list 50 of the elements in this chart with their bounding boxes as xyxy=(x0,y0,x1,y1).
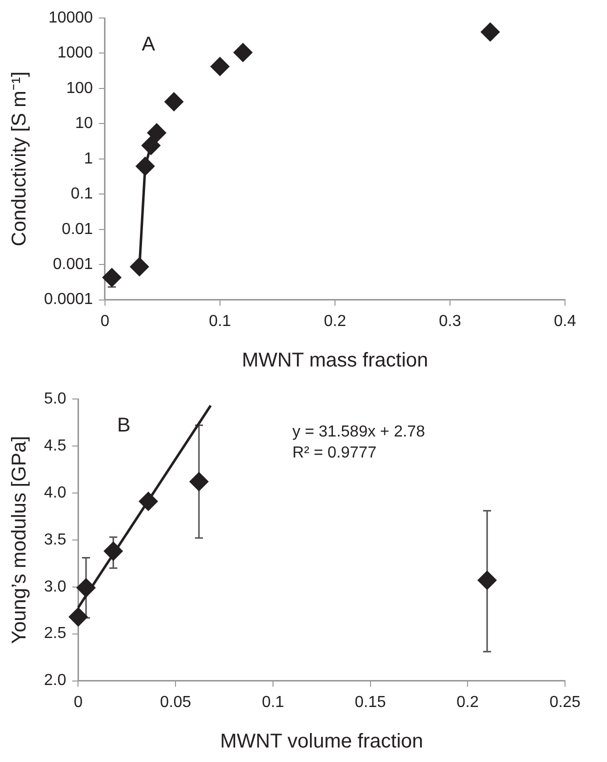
point xyxy=(139,492,158,511)
point xyxy=(102,268,122,287)
y-tick-label: 100 xyxy=(66,80,94,97)
annotation: R² = 0.9777 xyxy=(292,444,377,462)
point xyxy=(480,22,500,42)
x-tick-label: 0.25 xyxy=(549,694,581,711)
point xyxy=(142,136,160,155)
x-tick-label: 0.2 xyxy=(456,694,479,711)
x-tick-label: 0.1 xyxy=(262,694,284,711)
point xyxy=(147,124,166,142)
y-tick-label: 10 xyxy=(75,115,94,132)
y-tick-label: 1000 xyxy=(57,44,94,62)
x-tick-label: 0.4 xyxy=(554,312,576,330)
x-tick-label: 0.3 xyxy=(438,312,462,330)
y-tick-label: 5.0 xyxy=(44,390,66,408)
annotation: A xyxy=(142,34,156,56)
y-tick-label: 0.0001 xyxy=(44,291,94,308)
point xyxy=(210,57,230,76)
point xyxy=(130,257,149,276)
point xyxy=(136,156,154,176)
y-tick-label: 3.0 xyxy=(44,578,66,596)
y-tick-label: 0.001 xyxy=(52,256,94,273)
y-tick-label: 0.1 xyxy=(70,186,94,203)
point xyxy=(68,608,88,626)
x-tick-label: 0.1 xyxy=(208,312,232,330)
x-tick-label: 0.15 xyxy=(354,694,386,711)
y-tick-label: 4.5 xyxy=(44,437,66,454)
x-axis-title: MWNT mass fraction xyxy=(242,350,428,372)
annotation: B xyxy=(117,414,131,437)
y-tick-label: 2.5 xyxy=(44,625,66,642)
point xyxy=(234,43,252,62)
x-tick-label: 0 xyxy=(100,312,110,330)
y-tick-label: 4.0 xyxy=(44,484,66,502)
y-tick-label: 10000 xyxy=(48,9,94,26)
annotation: y = 31.589x + 2.78 xyxy=(292,423,426,440)
point xyxy=(478,571,496,590)
x-axis-title: MWNT volume fraction xyxy=(220,730,424,753)
y-tick-label: 0.01 xyxy=(62,220,94,238)
y-axis-title: Young’s modulus [GPa] xyxy=(8,436,31,644)
x-tick-label: 0.05 xyxy=(160,694,192,711)
point xyxy=(76,578,96,598)
x-tick-label: 0 xyxy=(74,694,83,711)
y-tick-label: 1 xyxy=(84,150,94,168)
y-tick-label: 3.5 xyxy=(44,531,66,548)
point xyxy=(104,542,123,560)
point xyxy=(164,92,184,111)
point xyxy=(190,472,208,491)
y-axis-title: Conductivity [S m⁻¹] xyxy=(8,71,31,246)
x-tick-label: 0.2 xyxy=(324,312,346,330)
y-tick-label: 2.0 xyxy=(44,672,66,690)
